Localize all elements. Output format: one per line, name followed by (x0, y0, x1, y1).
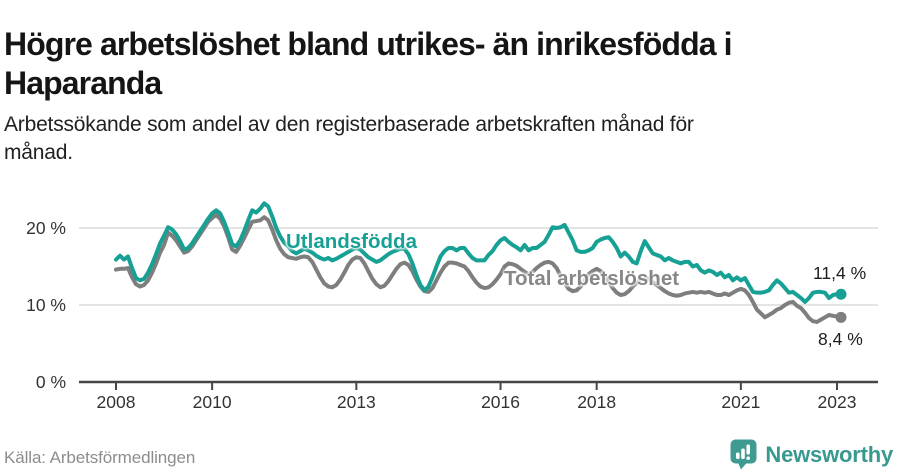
y-tick-label: 20 % (26, 218, 66, 238)
subtitle-line-1: Arbetssökande som andel av den registerb… (4, 113, 694, 136)
source-text: Källa: Arbetsförmedlingen (4, 448, 196, 467)
x-tick-label: 2021 (721, 392, 761, 412)
newsworthy-logo: Newsworthy (730, 439, 893, 470)
subtitle-line-2: månad. (4, 141, 73, 164)
page-title: Högre arbetslöshet bland utrikes- än inr… (4, 25, 896, 103)
y-tick-label: 10 % (26, 295, 66, 315)
end-value-label-total: 8,4 % (818, 329, 863, 349)
series-label-total-arbetsloshet: Total arbetslöshet (504, 267, 680, 290)
chart-subtitle: Arbetssökande som andel av den registerb… (4, 111, 884, 167)
x-tick-label: 2008 (96, 392, 136, 412)
x-tick-label: 2013 (336, 392, 376, 412)
x-tick-label: 2018 (577, 392, 617, 412)
x-tick-label: 2023 (817, 392, 857, 412)
end-value-label-utlandsfodda: 11,4 % (813, 263, 867, 283)
brand-name: Newsworthy (765, 441, 893, 467)
title-line-2: Haparanda (4, 65, 162, 102)
title-line-1: Högre arbetslöshet bland utrikes- än inr… (4, 26, 733, 63)
series-label-utlandsfodda: Utlandsfödda (286, 230, 417, 253)
y-tick-label: 0 % (35, 372, 66, 392)
bar-chart-speech-bubble-icon (730, 439, 757, 470)
x-tick-label: 2016 (481, 392, 520, 412)
x-tick-label: 2010 (192, 392, 232, 412)
